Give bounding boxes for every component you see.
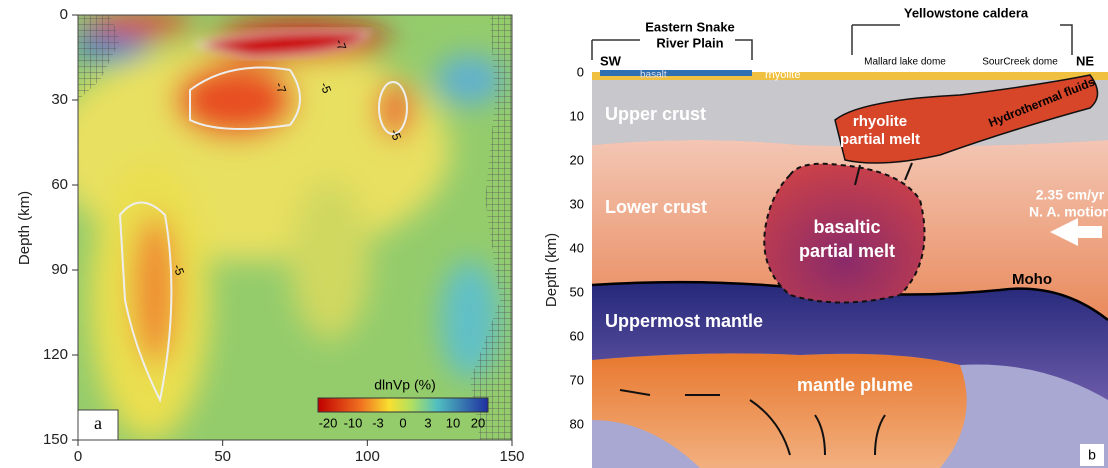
- region-label: Eastern Snake: [645, 19, 735, 34]
- y-tick-label: 80: [570, 416, 584, 431]
- y-tick-label: 30: [51, 91, 68, 108]
- colorbar-tick-label: 3: [424, 415, 431, 430]
- y-tick-label: 50: [570, 284, 584, 299]
- y-axis-label: Depth (km): [16, 191, 33, 265]
- dome-label: SourCreek dome: [982, 57, 1058, 68]
- x-tick-label: 100: [355, 448, 380, 465]
- melt-label: partial melt: [799, 241, 895, 261]
- colorbar-tick-label: 0: [399, 415, 406, 430]
- y-tick-label: 90: [51, 261, 68, 278]
- region-label: Yellowstone caldera: [904, 5, 1029, 20]
- figure: Depth (km) dlnVp (%) a 03060901201500501…: [0, 0, 1108, 468]
- y-tick-label: 150: [43, 431, 68, 448]
- colorbar-tick-label: 20: [471, 415, 485, 430]
- x-tick-label: 0: [74, 448, 82, 465]
- y-tick-label: 120: [43, 346, 68, 363]
- motion-label: 2.35 cm/yr: [1036, 187, 1105, 203]
- layer-label: mantle plume: [797, 375, 913, 395]
- colorbar-tick-label: -10: [344, 415, 363, 430]
- colorbar-tick-label: -20: [319, 415, 338, 430]
- y-tick-label: 0: [577, 64, 584, 79]
- melt-label: basaltic: [813, 217, 880, 237]
- basalt-layer: [600, 70, 752, 76]
- colorbar-tick-label: -3: [372, 415, 384, 430]
- rhyolite-label: rhyolite: [765, 69, 800, 81]
- ne-label: NE: [1076, 53, 1094, 68]
- colorbar-label: dlnVp (%): [374, 377, 435, 393]
- layer-label: Uppermost mantle: [605, 311, 763, 331]
- y-tick-label: 10: [570, 108, 584, 123]
- y-axis-label: Depth (km): [543, 233, 560, 307]
- basalt-label: basalt: [640, 70, 667, 81]
- y-tick-label: 60: [570, 328, 584, 343]
- y-tick-label: 60: [51, 176, 68, 193]
- melt-label: rhyolite: [853, 113, 907, 130]
- y-tick-label: 40: [570, 240, 584, 255]
- y-tick-label: 0: [60, 6, 68, 23]
- panel-label: b: [1088, 447, 1096, 463]
- colorbar: [318, 398, 488, 412]
- region-label: River Plain: [656, 35, 723, 50]
- panel-label: a: [94, 413, 102, 433]
- layer-label: Lower crust: [605, 197, 707, 217]
- motion-label: N. A. motion: [1029, 204, 1108, 220]
- y-tick-label: 70: [570, 372, 584, 387]
- colorbar-tick-label: 10: [446, 415, 460, 430]
- panel-b: Depth (km) Eastern Snake River Plain Yel…: [543, 5, 1108, 468]
- moho-label: Moho: [1012, 271, 1052, 288]
- y-tick-label: 20: [570, 152, 584, 167]
- x-tick-label: 50: [214, 448, 231, 465]
- sw-label: SW: [600, 53, 622, 68]
- layer-label: Upper crust: [605, 104, 706, 124]
- tomography-image: [50, 13, 512, 440]
- dome-label: Mallard lake dome: [864, 57, 946, 68]
- y-tick-label: 30: [570, 196, 584, 211]
- x-tick-label: 150: [499, 448, 524, 465]
- melt-label: partial melt: [840, 131, 920, 148]
